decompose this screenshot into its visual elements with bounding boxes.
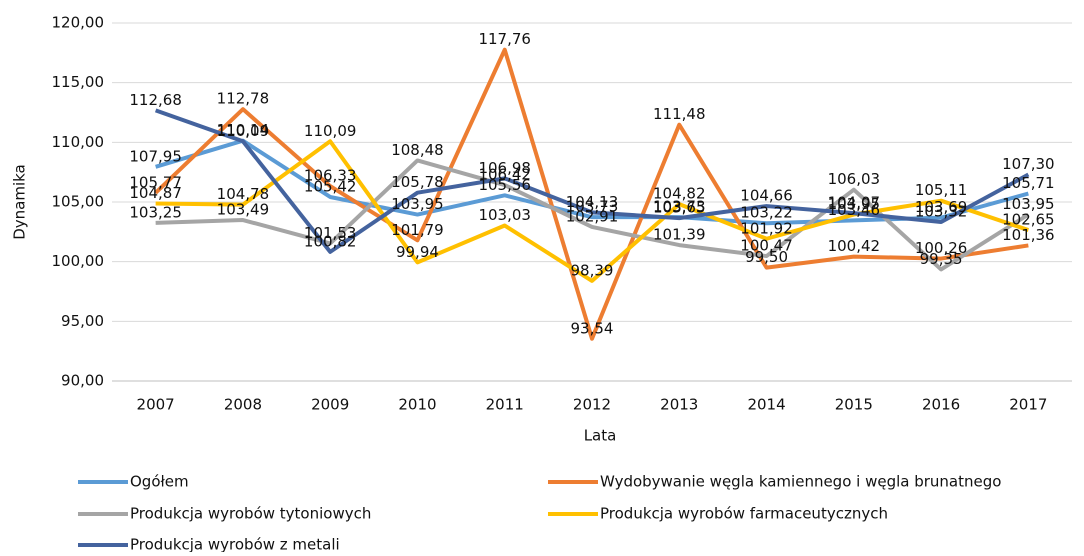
data-label: 106,03 bbox=[828, 170, 881, 188]
x-tick-label: 2014 bbox=[747, 396, 785, 414]
legend-label: Produkcja wyrobów tytoniowych bbox=[130, 505, 371, 523]
data-label: 100,47 bbox=[740, 237, 793, 255]
data-label: 103,22 bbox=[740, 204, 793, 222]
data-label: 103,46 bbox=[828, 201, 881, 219]
data-label: 110,14 bbox=[217, 121, 270, 139]
data-label: 105,78 bbox=[391, 173, 444, 191]
data-label: 101,53 bbox=[304, 224, 357, 242]
data-label: 103,25 bbox=[129, 203, 182, 221]
y-tick-label: 120,00 bbox=[52, 14, 105, 32]
data-label: 103,03 bbox=[478, 206, 531, 224]
data-label: 93,54 bbox=[571, 319, 614, 337]
data-label: 102,65 bbox=[1002, 211, 1055, 229]
data-label: 105,11 bbox=[915, 181, 968, 199]
legend-label: Produkcja wyrobów z metali bbox=[130, 536, 340, 553]
x-tick-label: 2010 bbox=[398, 396, 436, 414]
data-label: 106,98 bbox=[478, 159, 531, 177]
data-label: 104,82 bbox=[653, 185, 706, 203]
x-tick-label: 2015 bbox=[835, 396, 873, 414]
y-tick-label: 90,00 bbox=[61, 372, 104, 390]
data-label: 98,39 bbox=[571, 261, 614, 279]
data-label: 112,68 bbox=[129, 91, 182, 109]
y-tick-label: 105,00 bbox=[52, 193, 105, 211]
data-label: 107,95 bbox=[129, 147, 182, 165]
data-label: 110,09 bbox=[217, 122, 270, 140]
data-label: 104,13 bbox=[566, 193, 619, 211]
data-label: 105,42 bbox=[304, 177, 357, 195]
legend-label: Produkcja wyrobów farmaceutycznych bbox=[600, 505, 888, 523]
x-tick-label: 2011 bbox=[486, 396, 524, 414]
data-label: 117,76 bbox=[478, 30, 531, 48]
data-label: 103,95 bbox=[828, 195, 881, 213]
x-tick-label: 2007 bbox=[137, 396, 175, 414]
x-tick-label: 2009 bbox=[311, 396, 349, 414]
data-label: 103,95 bbox=[1002, 195, 1055, 213]
data-label: 107,30 bbox=[1002, 155, 1055, 173]
y-tick-label: 110,00 bbox=[52, 133, 105, 151]
data-label: 103,95 bbox=[391, 195, 444, 213]
data-label: 101,92 bbox=[740, 219, 793, 237]
data-label: 99,35 bbox=[920, 250, 963, 268]
y-tick-label: 95,00 bbox=[61, 312, 104, 330]
data-label: 100,42 bbox=[828, 237, 881, 255]
series-line bbox=[154, 108, 1030, 254]
data-label: 112,78 bbox=[217, 90, 270, 108]
data-label: 106,42 bbox=[478, 166, 531, 184]
x-tick-label: 2012 bbox=[573, 396, 611, 414]
data-label: 105,71 bbox=[1002, 174, 1055, 192]
x-tick-label: 2017 bbox=[1009, 396, 1047, 414]
data-label: 104,66 bbox=[740, 187, 793, 205]
data-label: 103,32 bbox=[915, 203, 968, 221]
data-label: 103,73 bbox=[566, 198, 619, 216]
series-line bbox=[155, 139, 1029, 283]
legend-label: Ogółem bbox=[130, 473, 189, 491]
data-label: 102,91 bbox=[566, 207, 619, 225]
x-tick-label: 2008 bbox=[224, 396, 262, 414]
data-label: 104,07 bbox=[828, 194, 881, 212]
y-tick-label: 115,00 bbox=[52, 73, 105, 91]
data-label: 104,78 bbox=[217, 185, 270, 203]
data-label: 103,73 bbox=[653, 198, 706, 216]
y-tick-label: 100,00 bbox=[52, 252, 105, 270]
x-axis-title: Lata bbox=[584, 427, 617, 445]
data-label: 105,77 bbox=[129, 173, 182, 191]
data-label: 108,48 bbox=[391, 141, 444, 159]
data-label: 101,36 bbox=[1002, 226, 1055, 244]
data-label: 110,09 bbox=[304, 122, 357, 140]
data-label: 106,33 bbox=[304, 167, 357, 185]
data-label: 104,87 bbox=[129, 184, 182, 202]
data-label: 111,48 bbox=[653, 105, 706, 123]
data-label: 100,26 bbox=[915, 239, 968, 257]
data-label: 99,50 bbox=[745, 248, 788, 266]
series-line bbox=[155, 138, 1029, 226]
legend-label: Wydobywanie węgla kamiennego i węgla bru… bbox=[600, 473, 1001, 491]
data-label: 103,69 bbox=[915, 198, 968, 216]
data-label: 103,65 bbox=[653, 199, 706, 217]
data-label: 105,56 bbox=[478, 176, 531, 194]
x-tick-label: 2013 bbox=[660, 396, 698, 414]
data-label: 99,94 bbox=[396, 243, 439, 261]
data-label: 101,39 bbox=[653, 226, 706, 244]
data-label: 103,49 bbox=[217, 201, 270, 219]
x-tick-label: 2016 bbox=[922, 396, 960, 414]
data-label: 101,79 bbox=[391, 221, 444, 239]
y-axis-title: Dynamika bbox=[11, 164, 29, 240]
data-label: 100,82 bbox=[304, 232, 357, 250]
